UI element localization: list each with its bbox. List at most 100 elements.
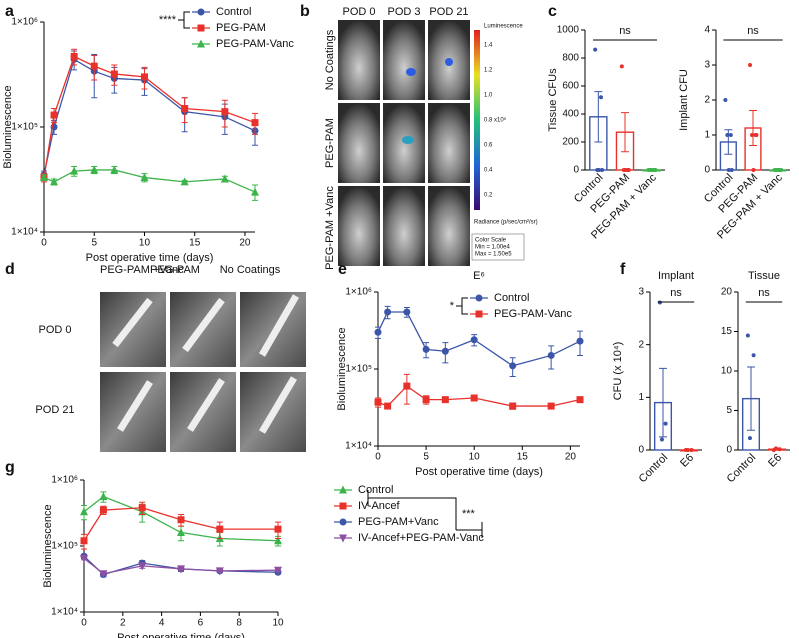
point <box>374 328 382 336</box>
point <box>374 398 382 406</box>
colorbar-tick: 0.2 <box>484 193 493 199</box>
significance: *** <box>462 508 476 520</box>
series-line <box>83 507 278 542</box>
x-tick-label: 2 <box>120 618 126 629</box>
signal <box>445 58 453 66</box>
point <box>470 336 478 344</box>
panel-b: b POD 0 POD 3 POD 21 No Coatings PEG-PAM… <box>300 3 538 270</box>
data-point <box>748 63 753 67</box>
scale-text: Color Scale <box>475 238 507 244</box>
x-tick-label: 5 <box>423 452 429 463</box>
chart-title: Implant <box>658 270 694 282</box>
point <box>177 565 185 574</box>
y-axis-label: Bioluminescence <box>2 85 14 168</box>
x-tick-label: 20 <box>239 238 251 249</box>
scale-text: Max = 1.50e5 <box>475 252 512 258</box>
y-tick-label: 1×10⁴ <box>51 607 78 618</box>
legend-marker <box>197 24 205 32</box>
panel-label: c <box>548 3 557 20</box>
y-tick-label: 2 <box>638 339 644 350</box>
y-tick-label: 1000 <box>557 25 580 36</box>
y-tick-label: 10 <box>721 366 733 377</box>
point <box>509 402 517 410</box>
data-point <box>776 168 781 172</box>
point <box>403 308 411 316</box>
colorbar-tick: 0.4 <box>484 168 493 174</box>
point <box>215 567 224 576</box>
legend-marker <box>339 502 347 510</box>
data-point <box>725 133 730 137</box>
implant <box>258 294 300 357</box>
photo <box>428 186 470 266</box>
y-tick-label: 3 <box>638 287 644 298</box>
y-tick-label: 400 <box>562 109 579 120</box>
data-point <box>619 64 624 69</box>
data-point <box>689 448 694 452</box>
point <box>140 173 149 182</box>
column-label: POD 3 <box>387 6 420 18</box>
point <box>384 308 392 316</box>
photo <box>338 186 380 266</box>
photo <box>338 103 380 183</box>
x-tick-label: 10 <box>469 452 481 463</box>
column-label: PEG-PAM +Vanc <box>100 264 184 276</box>
point <box>40 173 48 182</box>
x-tick-label: E6 <box>678 452 696 470</box>
panel-label: b <box>300 3 310 20</box>
implant <box>258 376 298 434</box>
error-bar <box>659 367 667 438</box>
point <box>90 165 99 174</box>
data-point <box>751 168 756 172</box>
data-point <box>779 168 784 172</box>
legend-label: PEG-PAM <box>216 22 266 34</box>
y-tick-label: 20 <box>721 287 733 298</box>
row-label: PEG-PAM <box>324 118 336 168</box>
significance: ns <box>747 25 759 37</box>
x-tick-label: Control <box>637 452 671 486</box>
data-point <box>657 300 662 305</box>
x-tick-label: 0 <box>41 238 47 249</box>
row-label: PEG-PAM +Vanc <box>324 186 336 270</box>
x-tick-label: 0 <box>81 618 87 629</box>
x-tick-label: 8 <box>236 618 242 629</box>
colorbar-unit: Radiance (p/sec/cm²/sr) <box>474 220 538 226</box>
legend-label: IV-Ancef+PEG-PAM-Vanc <box>358 532 484 544</box>
point <box>220 174 229 183</box>
point <box>70 52 78 60</box>
xray <box>100 292 166 367</box>
point <box>470 394 478 402</box>
point <box>80 554 88 563</box>
point <box>274 536 282 545</box>
photo <box>338 20 380 100</box>
implant <box>187 378 225 432</box>
point <box>177 516 185 524</box>
y-axis-label: CFU (x 10⁴) <box>612 342 624 401</box>
colorbar-tick: 0.6 <box>484 143 493 149</box>
significance: ns <box>758 287 770 299</box>
data-point <box>623 168 628 172</box>
point <box>50 111 58 119</box>
x-axis-label: Post operative time (days) <box>415 466 543 478</box>
y-tick-label: 4 <box>704 25 710 36</box>
data-point <box>596 168 601 172</box>
data-point <box>659 437 664 442</box>
point <box>547 402 555 410</box>
data-point <box>663 421 668 426</box>
legend-label: PEG-PAM-Vanc <box>216 38 294 50</box>
y-tick-label: 1×10⁶ <box>51 475 78 486</box>
data-point <box>745 333 750 338</box>
photo <box>383 20 425 100</box>
y-axis-label: Bioluminescence <box>42 504 54 587</box>
point <box>576 337 584 345</box>
point <box>251 187 259 196</box>
data-point <box>626 168 631 172</box>
y-tick-label: 1×10⁵ <box>51 541 78 552</box>
point <box>138 504 146 512</box>
point <box>216 525 224 533</box>
error-bar <box>749 110 757 146</box>
point <box>180 177 189 186</box>
legend-label: PEG-PAM+Vanc <box>358 516 439 528</box>
y-tick-label: 1×10⁶ <box>345 287 372 298</box>
point <box>384 402 392 410</box>
implant <box>112 297 153 348</box>
